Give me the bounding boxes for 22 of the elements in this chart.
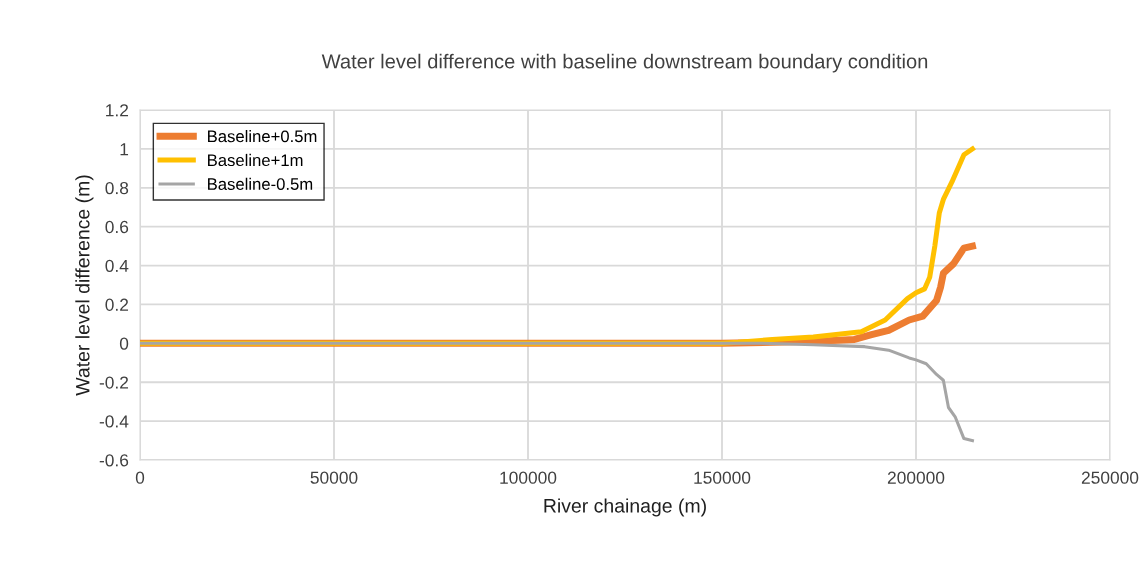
y-tick-label: -0.6 xyxy=(99,454,129,467)
x-tick-label: 200000 xyxy=(887,471,945,484)
legend-label: Baseline+0.5m xyxy=(208,130,317,143)
legend-label: Baseline-0.5m xyxy=(208,177,313,190)
y-tick-label: 1.2 xyxy=(106,104,129,117)
y-tick-label: 0.8 xyxy=(105,181,129,195)
y-tick-label: -0.2 xyxy=(99,376,129,389)
chart-title: Water level difference with baseline downstream boundary condition xyxy=(321,53,928,73)
x-axis-title: River chainage (m) xyxy=(544,498,706,517)
y-tick-label: 0 xyxy=(119,337,129,350)
x-tick-label: 250000 xyxy=(1081,471,1139,484)
y-tick-label: 1 xyxy=(120,143,129,156)
x-tick-label: 0 xyxy=(135,471,145,484)
legend-label: Baseline+1m xyxy=(208,153,303,167)
x-tick-label: 50000 xyxy=(310,471,358,484)
y-tick-label: 0.6 xyxy=(105,220,129,234)
y-axis-title: Water level difference (m) xyxy=(75,175,94,396)
y-tick-label: 0.2 xyxy=(105,298,129,311)
y-tick-label: 0.4 xyxy=(105,259,129,273)
x-tick-label: 150000 xyxy=(694,471,751,484)
y-tick-label: -0.4 xyxy=(99,415,129,428)
x-tick-label: 100000 xyxy=(500,471,557,484)
